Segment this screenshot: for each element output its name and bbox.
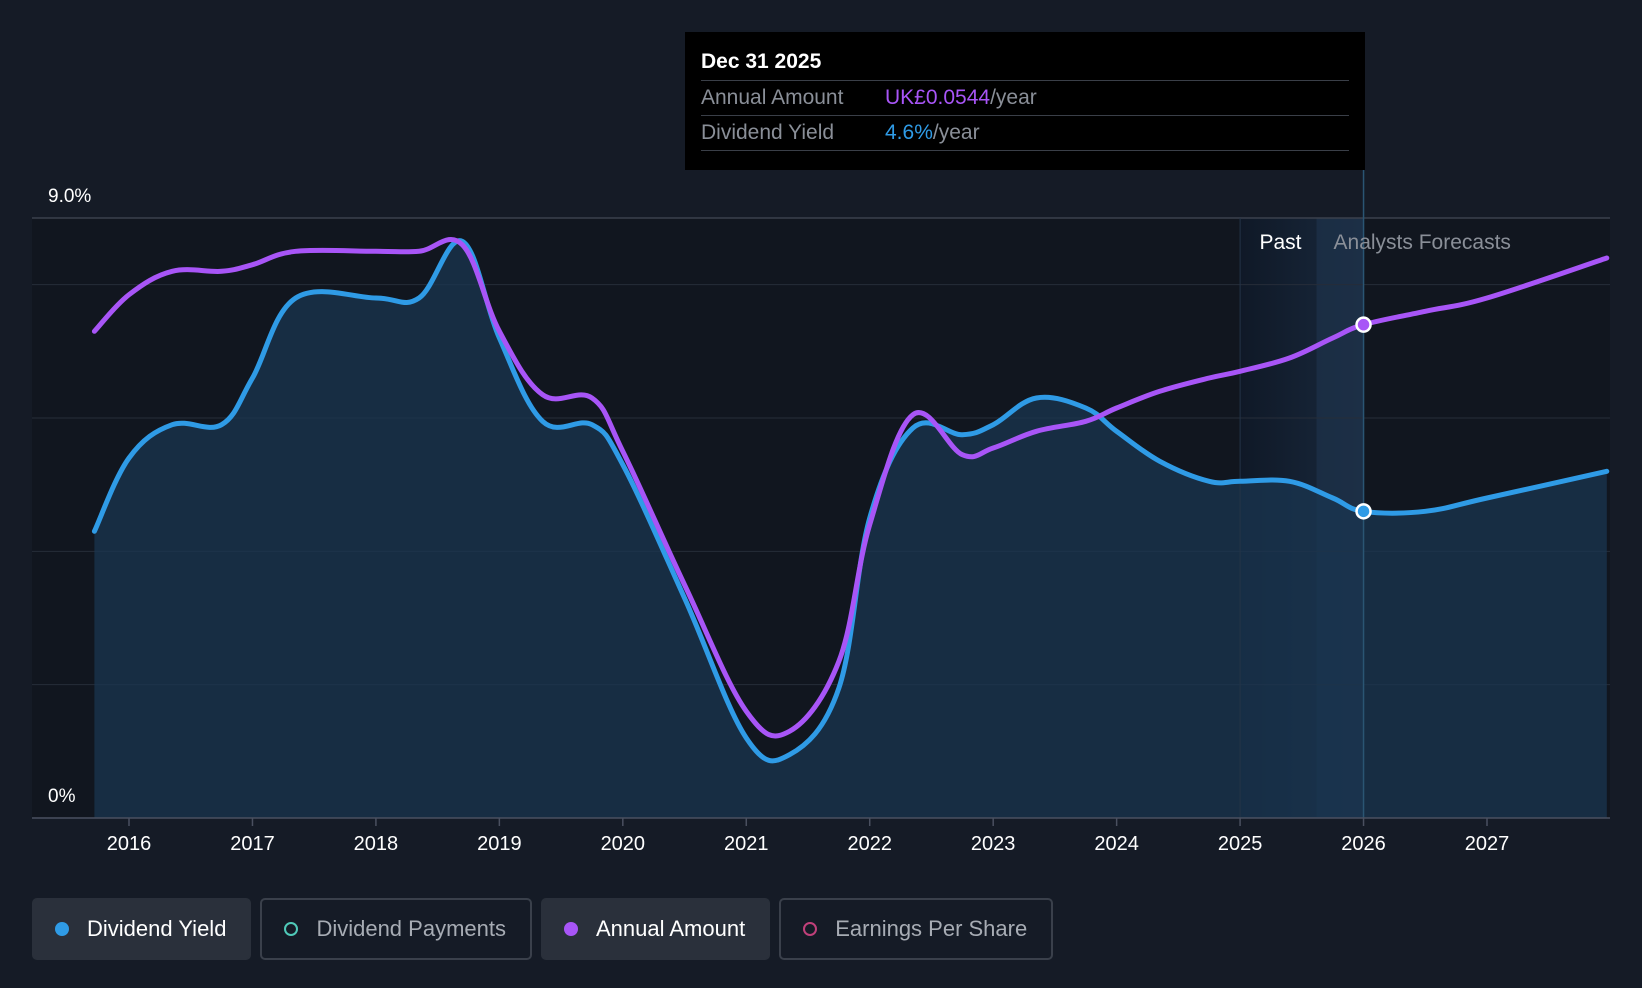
x-tick-label: 2021	[724, 833, 769, 855]
analysts-forecasts-label: Analysts Forecasts	[1334, 231, 1511, 254]
x-tick-label: 2017	[230, 833, 275, 855]
annual-amount-dot-icon	[563, 922, 578, 936]
tooltip-dividend-yield-row: Dividend Yield 4.6%/year	[701, 116, 1349, 151]
legend-annual-amount-label: Annual Amount	[595, 916, 746, 941]
legend-dividend-yield-button[interactable]: Dividend Yield	[32, 898, 252, 960]
x-tick-label: 2023	[971, 833, 1016, 855]
tooltip-annual-amount-value: UK£0.0544	[885, 86, 991, 109]
dividend-chart: 2016 2017 2018 2019 2020 2021 2022 2023 2024 2025…	[32, 170, 1610, 855]
chart-legend: Dividend Yield Dividend Payments Annual …	[32, 898, 1054, 962]
x-tick-label: 2024	[1094, 833, 1139, 855]
dividend-payments-circle-icon	[284, 922, 299, 936]
tooltip-date: Dec 31 2025	[701, 46, 1349, 81]
y-tick-label-bottom: 0%	[48, 786, 76, 807]
x-tick-label: 2027	[1465, 833, 1510, 855]
past-label: Past	[1260, 231, 1302, 254]
legend-annual-amount-button[interactable]: Annual Amount	[540, 898, 771, 960]
highlight-markers	[1355, 316, 1372, 520]
legend-earnings-per-share-label: Earnings Per Share	[835, 916, 1028, 941]
annual-amount-line	[91, 237, 1610, 739]
x-tick-label: 2022	[847, 833, 892, 855]
y-tick-label-top: 9.0%	[48, 186, 91, 207]
legend-dividend-payments-label: Dividend Payments	[316, 916, 506, 941]
annual-amount-marker	[1355, 316, 1372, 333]
tooltip-annual-amount-unit: /year	[990, 86, 1037, 109]
x-tick-label: 2025	[1218, 833, 1263, 855]
dividend-yield-line	[91, 238, 1610, 764]
earnings-per-share-circle-icon	[803, 922, 818, 936]
tooltip-dividend-yield-value: 4.6%	[885, 121, 933, 144]
x-axis: 2016 2017 2018 2019 2020 2021 2022 2023 2024 2025…	[107, 818, 1510, 855]
x-tick-label: 2018	[354, 833, 399, 855]
legend-dividend-payments-button[interactable]: Dividend Payments	[260, 898, 532, 960]
tooltip-dividend-yield-unit: /year	[932, 121, 980, 144]
tooltip-annual-amount-label: Annual Amount	[701, 86, 844, 109]
x-tick-label: 2019	[477, 833, 522, 855]
legend-dividend-yield-label: Dividend Yield	[87, 916, 227, 941]
x-tick-label: 2020	[601, 833, 646, 855]
dividend-yield-dot-icon	[55, 922, 69, 936]
tooltip-dividend-yield-label: Dividend Yield	[701, 121, 835, 144]
x-tick-label: 2016	[107, 833, 152, 855]
legend-earnings-per-share-button[interactable]: Earnings Per Share	[779, 898, 1054, 960]
tooltip-annual-amount-row: Annual Amount UK£0.0544/year	[701, 81, 1349, 116]
series-lines	[91, 237, 1610, 764]
dividend-yield-area	[94, 240, 1607, 819]
x-tick-label: 2026	[1341, 833, 1386, 855]
dividend-yield-marker	[1355, 503, 1372, 520]
chart-tooltip: Dec 31 2025 Annual Amount UK£0.0544/year …	[685, 32, 1365, 170]
